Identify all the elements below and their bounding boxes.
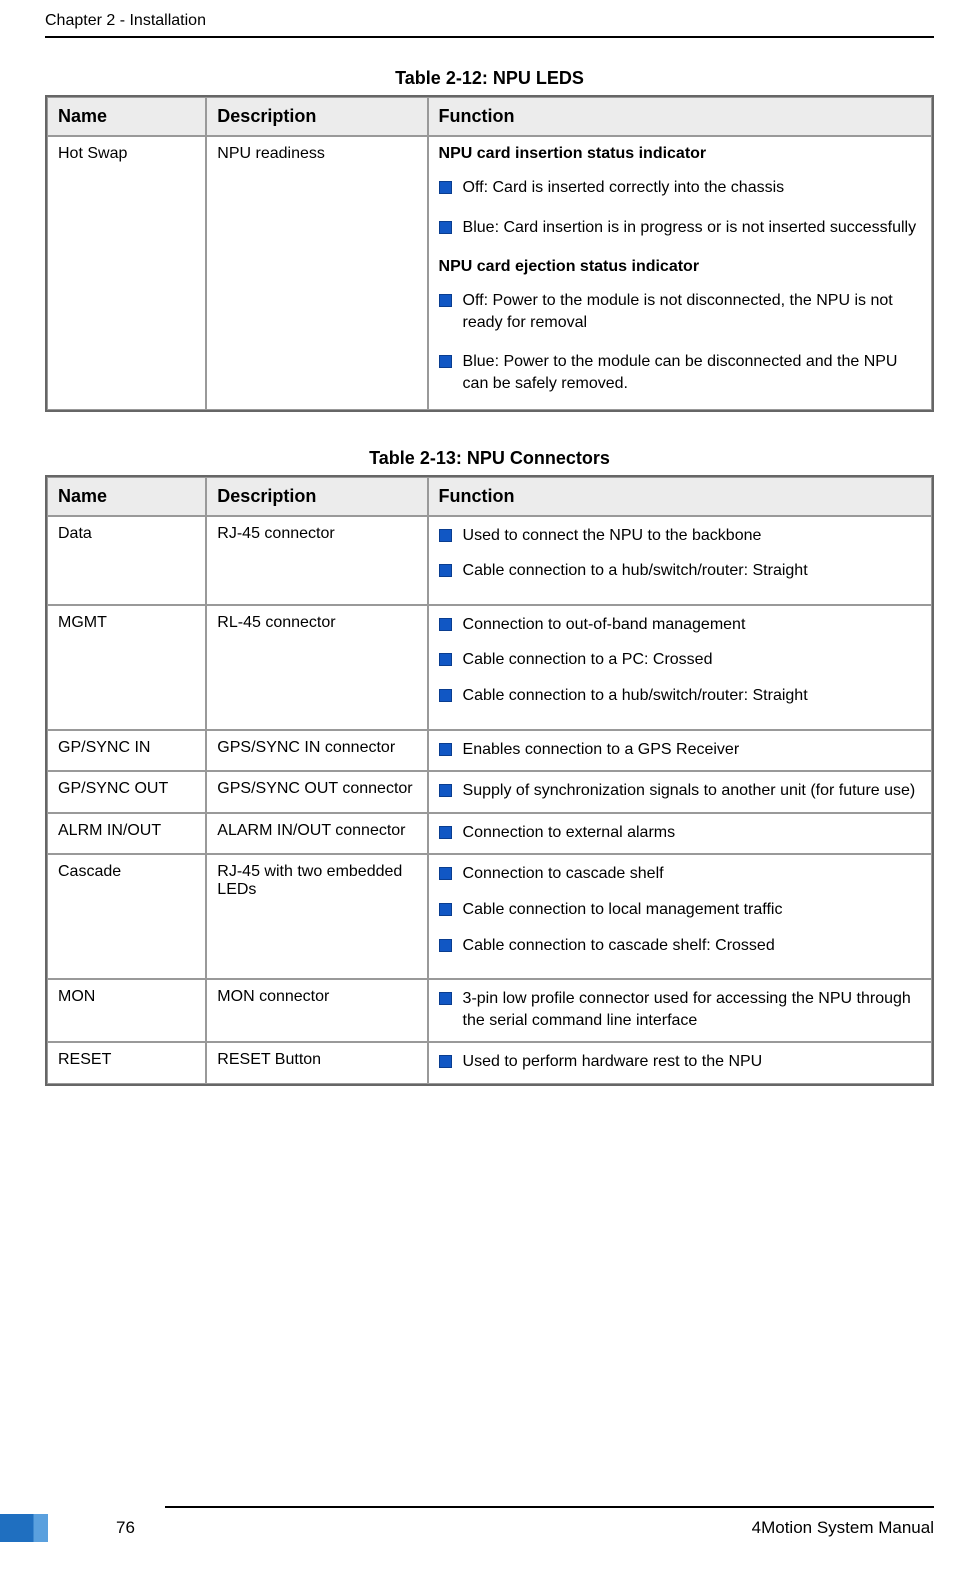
cell-name: Cascade xyxy=(47,854,206,979)
table-row: RESETRESET Button Used to perform hardwar… xyxy=(47,1042,932,1084)
table-npu-connectors: Name Description Function DataRJ-45 conn… xyxy=(45,475,934,1086)
cell-name: Data xyxy=(47,516,206,605)
bullet-item: Blue: Power to the module can be disconn… xyxy=(439,351,921,400)
table-row: DataRJ-45 connectorUsed to connect the N… xyxy=(47,516,932,605)
th-name: Name xyxy=(47,477,206,516)
bullet-list: Connection to out-of-band managementCabl… xyxy=(439,614,921,721)
manual-title: 4Motion System Manual xyxy=(752,1518,934,1538)
cell-name: RESET xyxy=(47,1042,206,1084)
page-footer: 76 4Motion System Manual xyxy=(0,1506,979,1542)
bullet-list: 3-pin low profile connector used for acc… xyxy=(439,988,921,1033)
bullet-list: Used to connect the NPU to the backboneC… xyxy=(439,525,921,596)
bullet-list: Used to perform hardware rest to the NPU xyxy=(439,1051,921,1075)
bullet-item: Cable connection to a PC: Crossed xyxy=(439,649,921,685)
table-npu-leds: Name Description Function Hot Swap NPU r… xyxy=(45,95,934,412)
table-1-caption: Table 2-12: NPU LEDS xyxy=(45,68,934,89)
bullet-list: Off: Card is inserted correctly into the… xyxy=(439,177,921,244)
bullet-list: Supply of synchronization signals to ano… xyxy=(439,780,921,804)
bullet-item: Off: Power to the module is not disconne… xyxy=(439,290,921,351)
bullet-item: Off: Card is inserted correctly into the… xyxy=(439,177,921,217)
bullet-item: 3-pin low profile connector used for acc… xyxy=(439,988,921,1033)
cell-description: ALARM IN/OUT connector xyxy=(206,813,427,855)
page-number: 76 xyxy=(74,1518,135,1538)
cell-function: Used to connect the NPU to the backboneC… xyxy=(428,516,932,605)
table-header-row: Name Description Function xyxy=(47,477,932,516)
cell-name: ALRM IN/OUT xyxy=(47,813,206,855)
bullet-item: Connection to cascade shelf xyxy=(439,863,921,899)
bullet-item: Cable connection to cascade shelf: Cross… xyxy=(439,935,921,971)
bullet-item: Used to perform hardware rest to the NPU xyxy=(439,1051,921,1075)
table-row: ALRM IN/OUTALARM IN/OUT connector Connect… xyxy=(47,813,932,855)
bullet-list: Connection to external alarms xyxy=(439,822,921,846)
header-rule xyxy=(45,36,934,38)
cell-function: Used to perform hardware rest to the NPU xyxy=(428,1042,932,1084)
table-row: CascadeRJ-45 with two embedded LEDsConne… xyxy=(47,854,932,979)
cell-description: MON connector xyxy=(206,979,427,1042)
table-row: MONMON connector 3-pin low profile connec… xyxy=(47,979,932,1042)
cell-description: RJ-45 with two embedded LEDs xyxy=(206,854,427,979)
cell-function: 3-pin low profile connector used for acc… xyxy=(428,979,932,1042)
cell-description: GPS/SYNC OUT connector xyxy=(206,771,427,813)
cell-description: GPS/SYNC IN connector xyxy=(206,730,427,772)
table-row: GP/SYNC INGPS/SYNC IN connector Enables c… xyxy=(47,730,932,772)
function-subhead: NPU card ejection status indicator xyxy=(439,258,921,276)
th-description: Description xyxy=(206,477,427,516)
bullet-item: Enables connection to a GPS Receiver xyxy=(439,739,921,763)
chapter-header: Chapter 2 - Installation xyxy=(45,0,934,36)
bullet-item: Used to connect the NPU to the backbone xyxy=(439,525,921,561)
bullet-list: Connection to cascade shelfCable connect… xyxy=(439,863,921,970)
cell-description: NPU readiness xyxy=(206,136,427,410)
th-name: Name xyxy=(47,97,206,136)
table-header-row: Name Description Function xyxy=(47,97,932,136)
cell-function: Connection to external alarms xyxy=(428,813,932,855)
table-row: MGMTRL-45 connectorConnection to out-of-… xyxy=(47,605,932,730)
cell-function: Supply of synchronization signals to ano… xyxy=(428,771,932,813)
cell-name: GP/SYNC IN xyxy=(47,730,206,772)
cell-name: Hot Swap xyxy=(47,136,206,410)
bullet-item: Cable connection to a hub/switch/router:… xyxy=(439,560,921,596)
bullet-item: Cable connection to local management tra… xyxy=(439,899,921,935)
bullet-item: Blue: Card insertion is in progress or i… xyxy=(439,217,921,245)
cell-name: MGMT xyxy=(47,605,206,730)
th-description: Description xyxy=(206,97,427,136)
bullet-item: Supply of synchronization signals to ano… xyxy=(439,780,921,804)
bullet-item: Connection to external alarms xyxy=(439,822,921,846)
bullet-list: Enables connection to a GPS Receiver xyxy=(439,739,921,763)
bullet-item: Cable connection to a hub/switch/router:… xyxy=(439,685,921,721)
footer-rule xyxy=(165,1506,934,1508)
cell-function: Connection to cascade shelfCable connect… xyxy=(428,854,932,979)
table-2-caption: Table 2-13: NPU Connectors xyxy=(45,448,934,469)
th-function: Function xyxy=(428,97,932,136)
footer-tab-decor xyxy=(0,1514,48,1542)
function-subhead: NPU card insertion status indicator xyxy=(439,145,921,163)
cell-description: RJ-45 connector xyxy=(206,516,427,605)
cell-function: Enables connection to a GPS Receiver xyxy=(428,730,932,772)
cell-name: GP/SYNC OUT xyxy=(47,771,206,813)
bullet-list: Off: Power to the module is not disconne… xyxy=(439,290,921,400)
cell-description: RL-45 connector xyxy=(206,605,427,730)
cell-description: RESET Button xyxy=(206,1042,427,1084)
th-function: Function xyxy=(428,477,932,516)
table-row: GP/SYNC OUTGPS/SYNC OUT connector Supply … xyxy=(47,771,932,813)
cell-function: NPU card insertion status indicator Off:… xyxy=(428,136,932,410)
bullet-item: Connection to out-of-band management xyxy=(439,614,921,650)
cell-name: MON xyxy=(47,979,206,1042)
table-row: Hot Swap NPU readiness NPU card insertio… xyxy=(47,136,932,410)
cell-function: Connection to out-of-band managementCabl… xyxy=(428,605,932,730)
